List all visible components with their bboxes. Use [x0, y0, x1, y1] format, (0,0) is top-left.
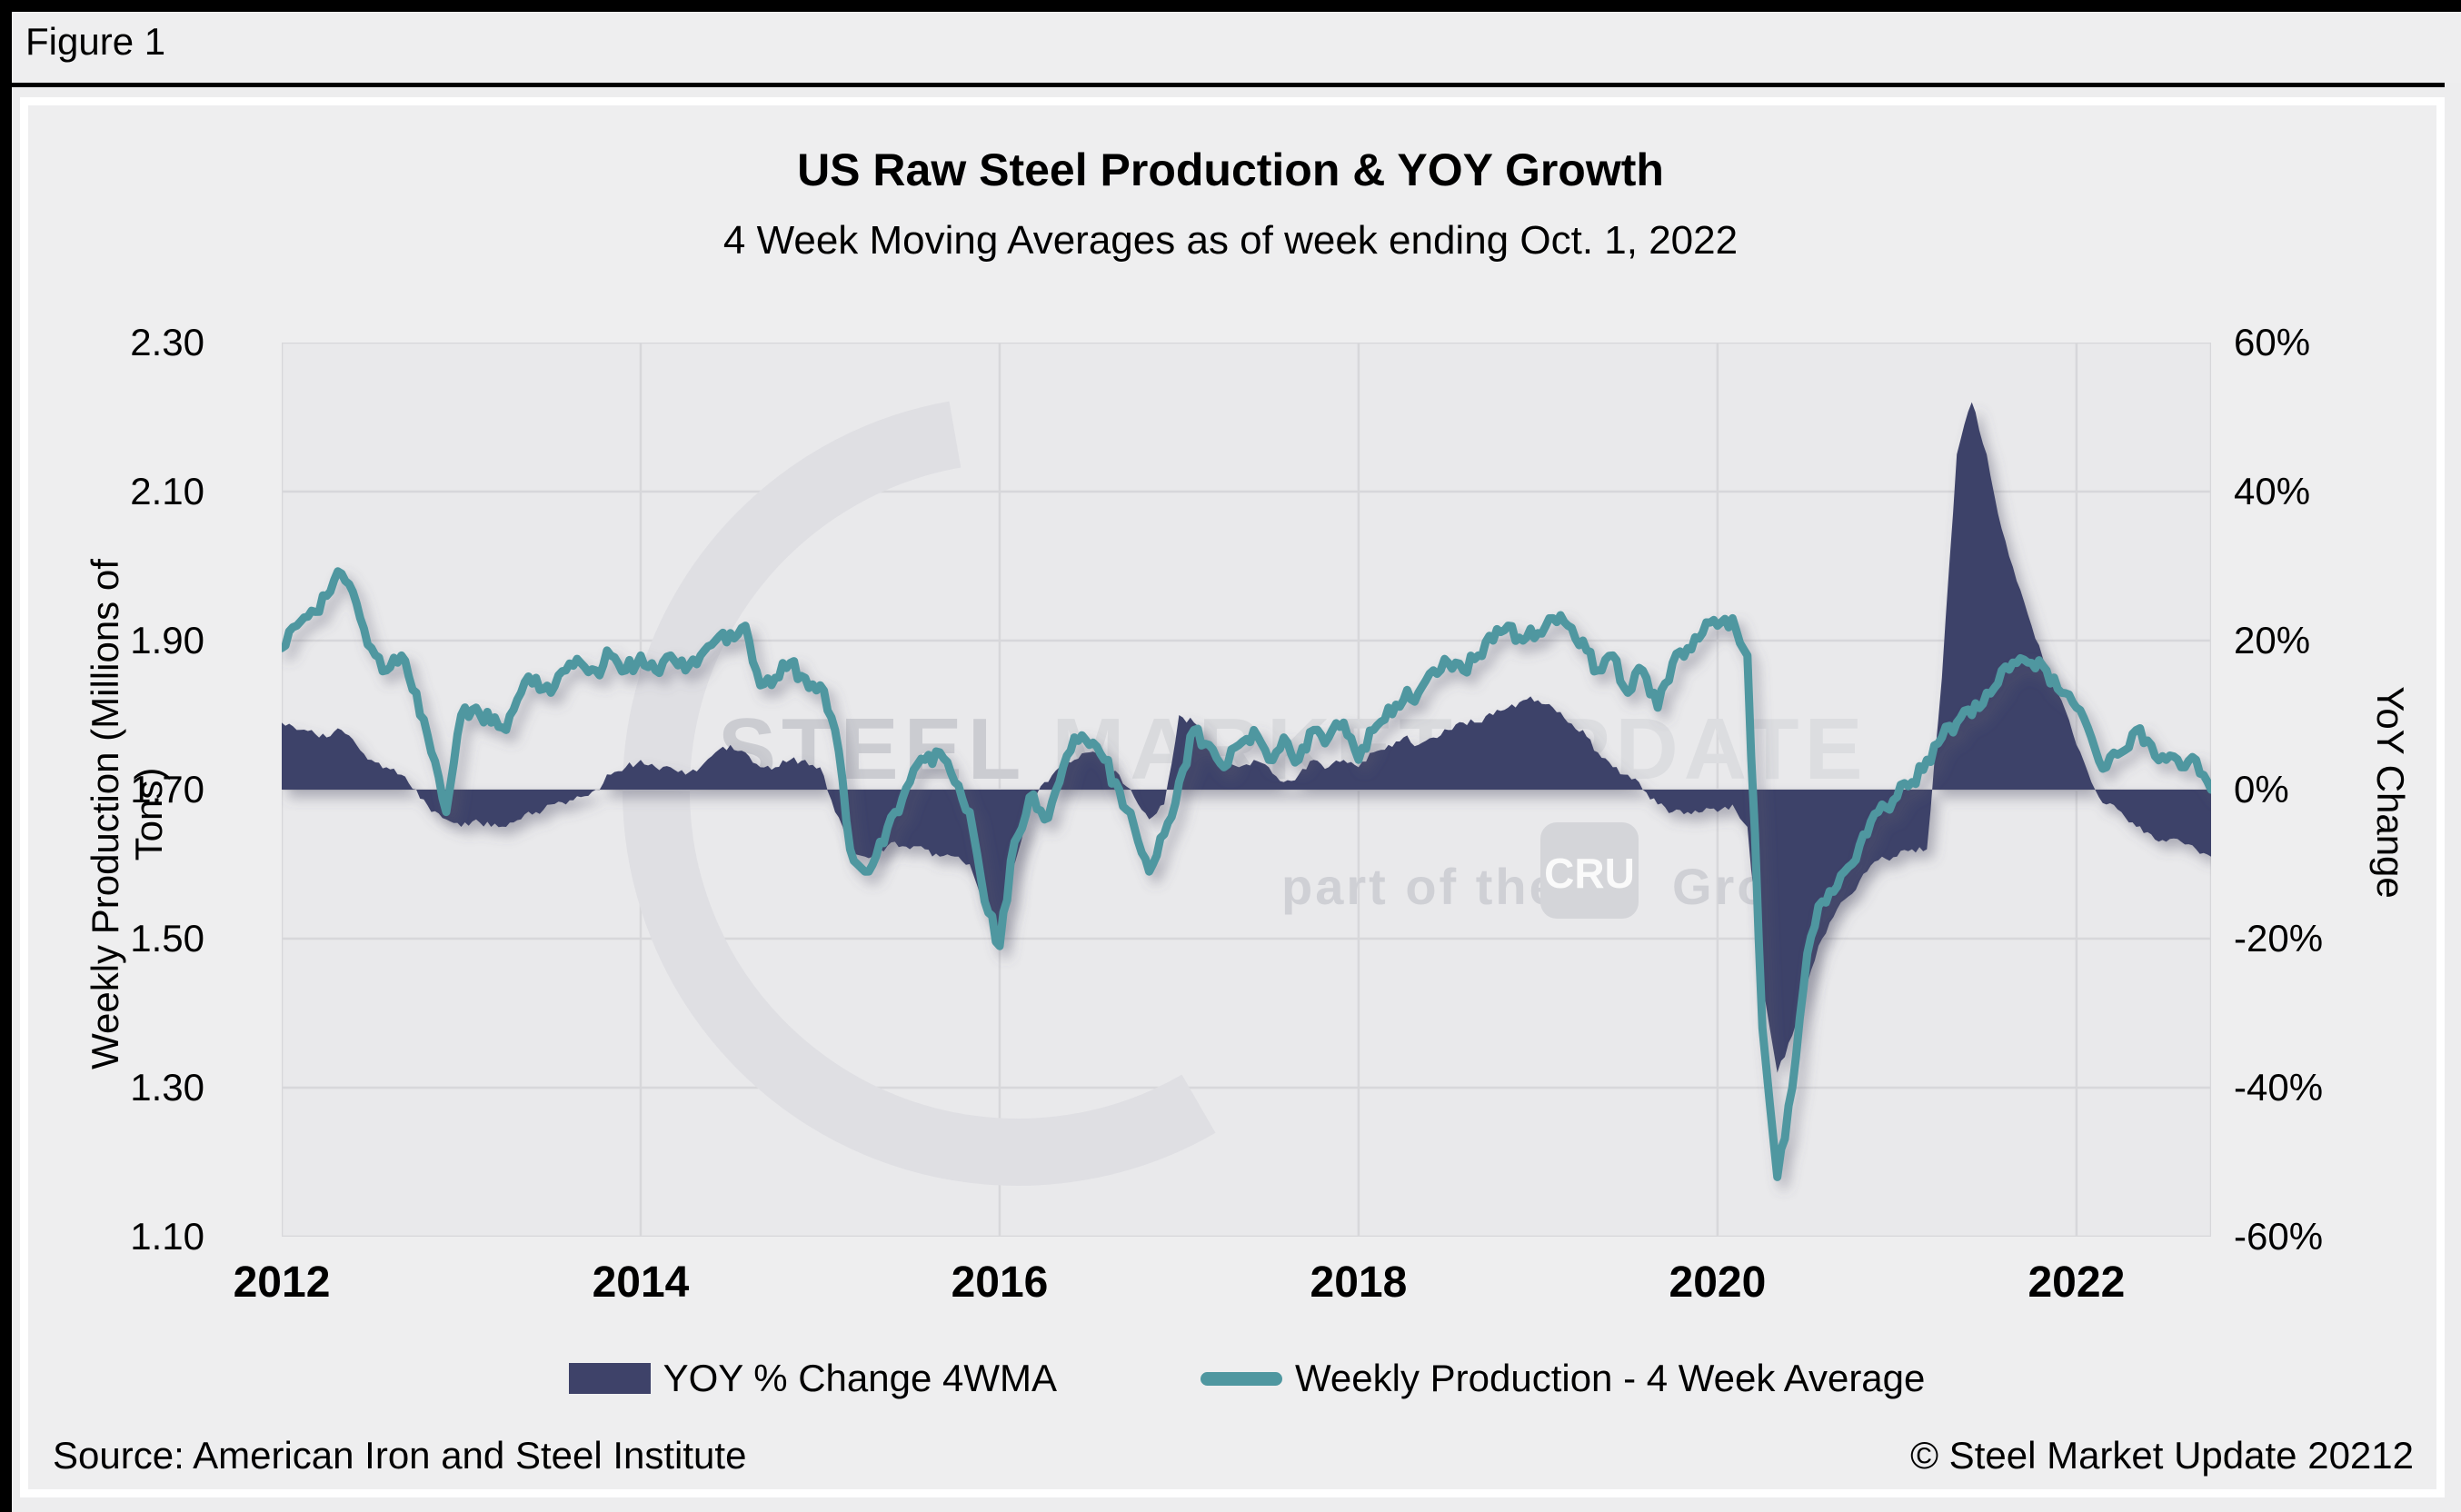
y-right-tick: 60% — [2234, 321, 2311, 363]
x-axis-tick: 2014 — [592, 1258, 690, 1307]
x-axis-tick: 2022 — [2028, 1258, 2126, 1307]
production-line-swatch-icon — [1201, 1371, 1283, 1386]
y-right-tick: 20% — [2234, 619, 2311, 662]
watermark-cru-badge — [1540, 822, 1639, 919]
chart-subtitle: 4 Week Moving Averages as of week ending… — [722, 218, 1739, 263]
legend-label-yoy: YOY % Change 4WMA — [663, 1357, 1058, 1399]
left-border-bar — [0, 0, 12, 1512]
y-left-tick: 1.70 — [130, 768, 204, 811]
x-axis-tick: 2016 — [951, 1258, 1049, 1307]
source-note: Source: American Iron and Steel Institut… — [53, 1434, 747, 1477]
x-axis-tick: 2012 — [233, 1258, 331, 1307]
legend-item-yoy: YOY % Change 4WMA — [568, 1357, 1058, 1400]
watermark-swoosh-icon — [623, 401, 1216, 1186]
left-axis-title: Weekly Production (Millions of Tons) — [84, 559, 170, 1069]
figure-caption-band — [0, 12, 2461, 83]
y-right-tick: 40% — [2234, 470, 2311, 512]
copyright-note: © Steel Market Update 20212 — [1910, 1434, 2414, 1477]
y-left-tick: 2.30 — [130, 321, 204, 363]
figure-label: Figure 1 — [25, 20, 166, 63]
yoy-area-swatch-icon — [568, 1363, 651, 1394]
y-right-tick: -20% — [2234, 917, 2324, 960]
y-left-tick: 1.30 — [130, 1066, 204, 1109]
chart-title: US Raw Steel Production & YOY Growth — [797, 144, 1664, 195]
y-right-tick: -60% — [2234, 1215, 2324, 1258]
legend-item-production: Weekly Production - 4 Week Average — [1201, 1357, 1925, 1400]
legend-label-production: Weekly Production - 4 Week Average — [1295, 1357, 1926, 1399]
y-right-tick: -40% — [2234, 1066, 2324, 1109]
x-axis-tick: 2020 — [1669, 1258, 1767, 1307]
y-right-tick: 0% — [2234, 768, 2289, 811]
y-left-tick: 1.50 — [130, 917, 204, 960]
x-axis-tick: 2018 — [1310, 1258, 1408, 1307]
y-left-tick: 2.10 — [130, 470, 204, 512]
figure-rule-divider — [0, 83, 2445, 87]
watermark-cru-text: CRU — [1544, 850, 1635, 897]
watermark-tagline: part of the — [1281, 858, 1560, 915]
production-line-series — [282, 567, 2211, 1181]
y-left-tick: 1.90 — [130, 619, 204, 662]
top-border-bar — [0, 0, 2461, 12]
y-left-tick: 1.10 — [130, 1215, 204, 1258]
legend: YOY % Change 4WMA Weekly Production - 4 … — [293, 1357, 2201, 1400]
